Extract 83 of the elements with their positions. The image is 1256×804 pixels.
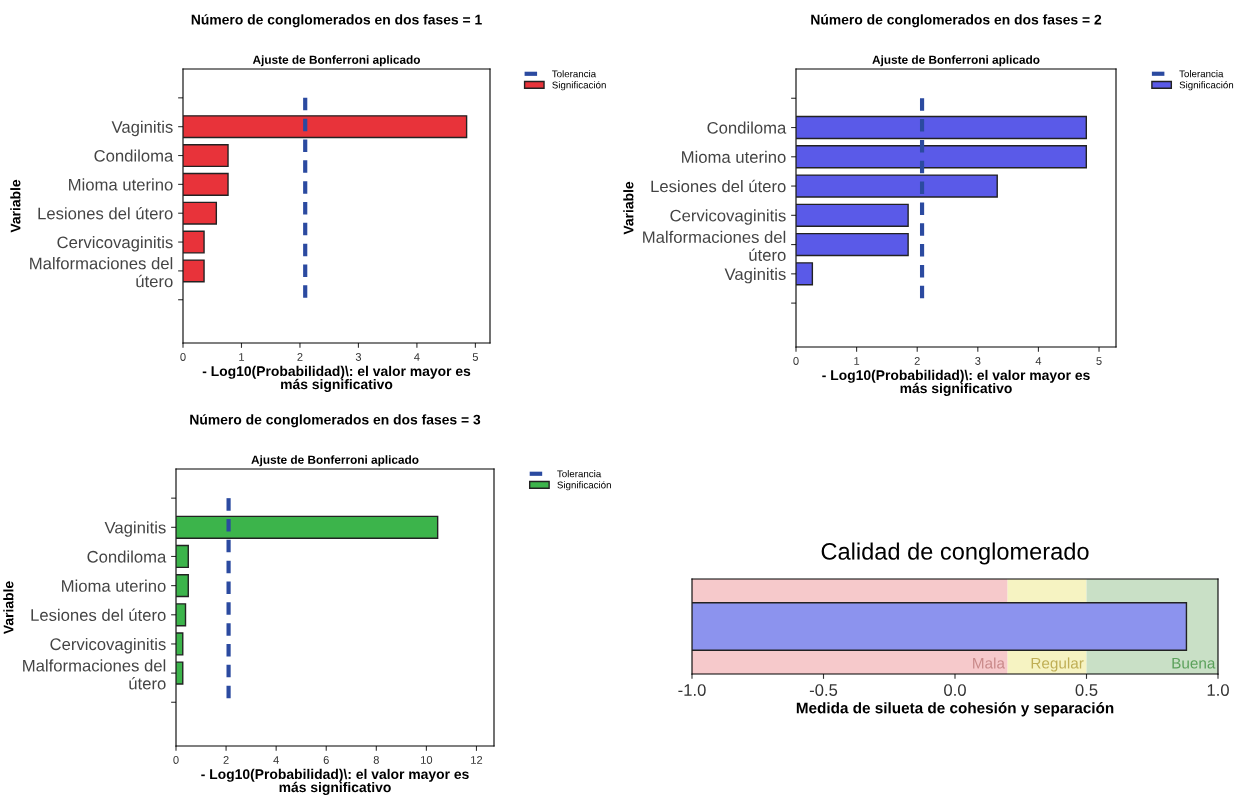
x-tick-label: 2 xyxy=(914,357,920,365)
x-tick-label: 0 xyxy=(173,756,179,764)
x-axis-title: - Log10(Probabilidad)\: el valor mayor es más significativo xyxy=(201,768,469,795)
y-tick-label: Vaginitis xyxy=(724,267,786,284)
x-tick-label: 8 xyxy=(373,756,379,764)
x-tick-label: 3 xyxy=(355,353,362,361)
bar xyxy=(796,262,814,286)
legend-label: Significación xyxy=(1179,81,1234,91)
y-tick-label: Malformaciones del útero xyxy=(23,659,166,690)
bar xyxy=(796,145,1087,169)
legend-label: Tolerancia xyxy=(557,470,602,478)
x-tick-label: 12 xyxy=(471,756,483,764)
y-tick-label: Condiloma xyxy=(94,149,174,162)
bar xyxy=(183,144,229,168)
bar xyxy=(176,574,189,598)
chart-title: Número de conglomerados en dos fases = 2 xyxy=(811,14,1102,28)
x-tick-label: 4 xyxy=(414,353,420,361)
y-tick-label: Lesiones del útero xyxy=(38,206,173,220)
x-tick-label: 1 xyxy=(854,357,860,365)
bar xyxy=(176,515,439,539)
bar xyxy=(796,115,1087,140)
y-tick-label: Malformaciones del útero xyxy=(643,230,786,261)
x-tick-label: 6 xyxy=(323,756,329,764)
y-axis-title: Variable xyxy=(623,181,634,235)
x-axis-title: - Log10(Probabilidad)\: el valor mayor es más significativo xyxy=(822,369,1090,396)
band-label: Buena xyxy=(1172,657,1216,669)
y-tick-label: Condiloma xyxy=(707,121,787,134)
bar xyxy=(796,174,998,198)
band-label: Mala xyxy=(973,657,1005,669)
chart-title: Número de conglomerados en dos fases = 3 xyxy=(190,414,481,428)
legend-label: Tolerancia xyxy=(552,70,597,78)
x-tick-label: 5 xyxy=(472,353,479,361)
y-tick-label: Vaginitis xyxy=(111,120,173,137)
y-tick-label: Cervicovaginitis xyxy=(670,209,786,225)
bar xyxy=(176,661,184,685)
chart-subtitle: Ajuste de Bonferroni aplicado xyxy=(872,55,1040,67)
x-tick-label: 3 xyxy=(975,357,981,365)
bar xyxy=(183,259,205,283)
chart-subtitle: Ajuste de Bonferroni aplicado xyxy=(252,55,421,67)
x-tick-label: 0 xyxy=(180,353,186,361)
bar xyxy=(183,172,229,196)
x-tick-label: -0.5 xyxy=(809,684,838,696)
chart-title: Calidad de conglomerado xyxy=(821,542,1089,565)
x-tick-label: 2 xyxy=(223,756,229,764)
y-tick-label: Mioma uterino xyxy=(62,579,166,592)
x-tick-label: 4 xyxy=(1035,357,1042,365)
y-tick-label: Lesiones del útero xyxy=(651,179,786,193)
bar xyxy=(183,201,218,225)
x-tick-label: 0.0 xyxy=(944,684,966,696)
bar xyxy=(176,603,187,627)
x-tick-label: 10 xyxy=(421,756,433,764)
y-tick-label: Malformaciones del útero xyxy=(30,257,173,288)
x-tick-label: 0 xyxy=(793,357,799,365)
x-axis-title: Medida de silueta de cohesión y separación xyxy=(796,702,1114,717)
legend-label: Significación xyxy=(557,481,611,491)
chart-subtitle: Ajuste de Bonferroni aplicado xyxy=(251,455,419,467)
bar xyxy=(176,632,184,656)
x-tick-label: 1.0 xyxy=(1207,684,1229,696)
x-tick-label: 4 xyxy=(273,756,279,764)
y-tick-label: Cervicovaginitis xyxy=(50,637,166,654)
y-axis-title: Variable xyxy=(10,179,21,233)
x-tick-label: 5 xyxy=(1096,357,1102,365)
x-tick-label: 1 xyxy=(239,353,245,361)
y-tick-label: Cervicovaginitis xyxy=(57,236,173,252)
y-tick-label: Mioma uterino xyxy=(69,178,173,191)
y-tick-label: Mioma uterino xyxy=(682,150,786,163)
legend-label: Significación xyxy=(552,81,606,91)
legend-label: Tolerancia xyxy=(1179,70,1224,78)
x-tick-label: 0.5 xyxy=(1075,684,1098,696)
bar xyxy=(183,230,205,254)
band-label: Regular xyxy=(1031,657,1084,672)
bar xyxy=(183,115,468,139)
y-tick-label: Vaginitis xyxy=(104,521,166,537)
x-axis-title: - Log10(Probabilidad)\: el valor mayor es más significativo xyxy=(202,365,471,392)
bar xyxy=(796,232,909,257)
chart-title: Número de conglomerados en dos fases = 1 xyxy=(191,14,482,28)
y-tick-label: Condiloma xyxy=(87,550,167,563)
bar xyxy=(176,544,189,569)
y-axis-title: Variable xyxy=(3,581,14,635)
x-tick-label: -1.0 xyxy=(678,684,706,696)
x-tick-label: 2 xyxy=(297,353,303,361)
y-tick-label: Lesiones del útero xyxy=(31,608,166,621)
bar xyxy=(796,203,909,227)
